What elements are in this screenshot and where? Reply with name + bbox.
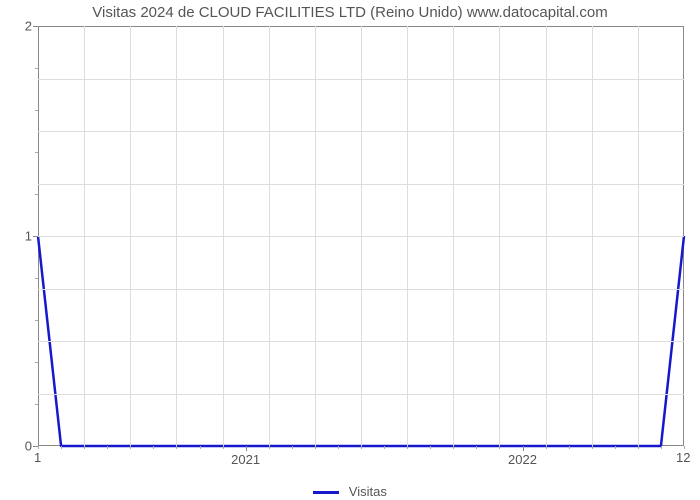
xtick-minor	[38, 446, 39, 449]
xtick-minor	[615, 446, 616, 449]
x-corner-right: 12	[676, 450, 690, 465]
xtick-minor	[476, 446, 477, 449]
ytick-minor	[35, 110, 38, 111]
xtick-minor	[384, 446, 385, 449]
xtick-minor	[292, 446, 293, 449]
ytick	[33, 26, 38, 27]
ytick-minor	[35, 194, 38, 195]
gridline-h	[38, 236, 684, 237]
xtick-minor	[684, 446, 685, 449]
xtick-minor	[315, 446, 316, 449]
chart-title: Visitas 2024 de CLOUD FACILITIES LTD (Re…	[0, 4, 700, 21]
xtick-minor	[569, 446, 570, 449]
xtick-label: 2021	[231, 452, 260, 467]
xtick-minor	[407, 446, 408, 449]
xtick-label: 2022	[508, 452, 537, 467]
xtick-minor	[638, 446, 639, 449]
xtick-minor	[61, 446, 62, 449]
xtick-minor	[592, 446, 593, 449]
x-corner-left: 1	[34, 450, 41, 465]
plot-area: 01220212022	[38, 26, 684, 446]
xtick-minor	[361, 446, 362, 449]
legend-label: Visitas	[349, 484, 387, 499]
gridline-h	[38, 79, 684, 80]
gridline-h	[38, 131, 684, 132]
gridline-h	[38, 341, 684, 342]
xtick-minor	[546, 446, 547, 449]
xtick	[523, 446, 524, 451]
xtick-minor	[153, 446, 154, 449]
xtick-minor	[269, 446, 270, 449]
xtick	[246, 446, 247, 451]
ytick-minor	[35, 362, 38, 363]
legend: Visitas	[0, 484, 700, 499]
ytick-label: 0	[25, 439, 32, 454]
xtick-minor	[338, 446, 339, 449]
xtick-minor	[107, 446, 108, 449]
xtick-minor	[130, 446, 131, 449]
xtick-minor	[661, 446, 662, 449]
ytick-label: 2	[25, 19, 32, 34]
gridline-h	[38, 394, 684, 395]
ytick-minor	[35, 152, 38, 153]
gridline-h	[38, 289, 684, 290]
xtick-minor	[430, 446, 431, 449]
ytick-minor	[35, 278, 38, 279]
xtick-minor	[223, 446, 224, 449]
ytick	[33, 236, 38, 237]
gridline-h	[38, 184, 684, 185]
ytick-label: 1	[25, 229, 32, 244]
xtick-minor	[176, 446, 177, 449]
ytick-minor	[35, 68, 38, 69]
legend-swatch	[313, 491, 339, 494]
xtick-minor	[84, 446, 85, 449]
ytick-minor	[35, 320, 38, 321]
xtick-minor	[453, 446, 454, 449]
xtick-minor	[499, 446, 500, 449]
xtick-minor	[200, 446, 201, 449]
visits-chart: Visitas 2024 de CLOUD FACILITIES LTD (Re…	[0, 0, 700, 500]
ytick-minor	[35, 404, 38, 405]
